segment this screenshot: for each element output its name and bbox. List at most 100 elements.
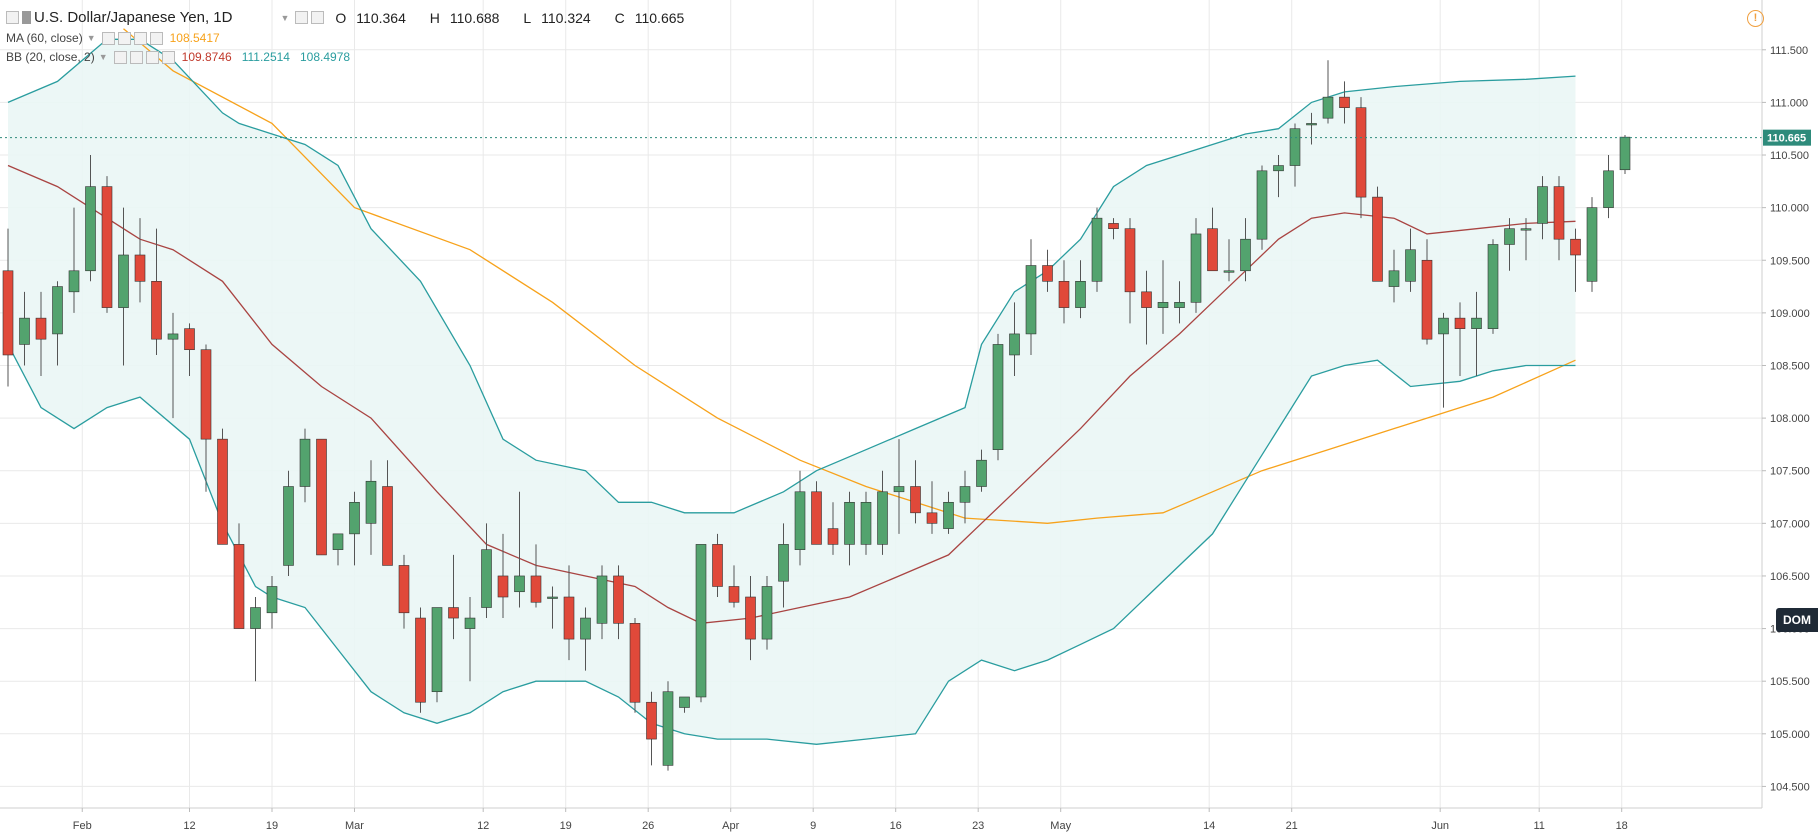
candle-body [200,349,212,440]
candle [349,491,360,566]
price-axis-label: 111.000 [1770,97,1808,109]
candle-body [827,528,839,545]
bb-upper-value: 111.2514 [241,50,290,64]
candle-body [431,607,443,693]
candle-body [266,586,278,614]
candle-body [1454,317,1466,329]
candle [68,207,80,313]
candle-body [1421,259,1433,340]
price-axis-label: 108.000 [1770,413,1810,425]
time-axis-label: 12 [183,820,195,832]
price-axis-label: 104.500 [1770,781,1810,793]
candle [1603,155,1614,219]
bb-basis-value: 109.8746 [181,50,232,64]
time-axis-label: 11 [1533,820,1544,832]
candle-body [976,459,987,487]
candle [299,428,311,503]
candle-body [580,617,591,640]
candle [1289,123,1301,187]
candle-body [349,501,360,535]
settings-icon[interactable] [129,50,143,64]
candle-body [778,544,789,582]
close-icon[interactable] [149,31,163,45]
candle [398,554,410,629]
candle-body [1256,170,1268,240]
candle [217,428,228,545]
candle-body [1141,291,1152,308]
candle-body [1273,165,1284,172]
candle [250,597,261,682]
candle-body [332,533,344,550]
candle [1256,165,1268,250]
candle-body [1108,223,1119,229]
candle [1619,135,1631,174]
last-price-badge-label: 110.665 [1767,133,1806,145]
candle [926,481,938,534]
candle-body [35,317,47,340]
candle [728,565,740,608]
candle [85,155,96,282]
chevron-down-icon[interactable]: ▼ [86,33,96,43]
candle-body [1339,96,1350,108]
candle-body [1289,128,1301,166]
candle-body [761,586,773,640]
settings-icon[interactable] [117,31,131,45]
candle-body [1537,186,1548,224]
candle-body [662,691,674,766]
add-icon[interactable] [145,50,159,64]
eye-icon[interactable] [295,11,309,24]
candle [1537,176,1548,240]
chevron-down-icon[interactable]: ▼ [98,52,108,62]
candle [1273,155,1284,198]
candle [35,291,47,377]
bb-label[interactable]: BB (20, close, 2) [6,50,95,64]
candle [1504,218,1515,271]
candle [266,575,278,629]
add-icon[interactable] [133,31,147,45]
candle-body [646,701,657,740]
candle [1058,260,1070,324]
candle-body [19,317,30,345]
candle-body [712,544,723,587]
candle [679,696,690,713]
candle [1025,239,1037,355]
dom-button[interactable]: DOM [1776,608,1818,632]
eye-icon[interactable] [113,50,127,64]
candle [448,554,459,640]
candle [1438,312,1449,408]
price-axis-label: 107.500 [1770,466,1810,478]
series-line-bb-upper [7,38,1576,514]
time-axis-label: 18 [1616,820,1628,832]
candle-body [1025,265,1037,335]
candle [596,565,608,640]
candle-body [481,549,492,608]
candle-body [1306,123,1317,126]
time-axis-label: Apr [722,820,739,832]
candle-body [398,565,410,614]
candle [2,228,14,387]
settings-icon[interactable] [311,11,325,24]
price-axis-label: 105.500 [1770,676,1810,688]
ma-label[interactable]: MA (60, close) [6,31,83,45]
candle [1240,218,1251,282]
time-axis-label: Mar [345,820,364,832]
candle-body [1372,196,1383,282]
candle [1405,228,1416,292]
candle-body [926,512,938,524]
candle [283,470,294,576]
candle-body [68,270,80,293]
candle [580,607,591,671]
candle [1009,302,1020,377]
candle-body [1471,317,1482,329]
eye-icon[interactable] [101,31,115,45]
collapse-legend-icon[interactable] [6,11,19,24]
price-axis-label: 105.000 [1770,729,1810,741]
close-icon[interactable] [161,50,175,64]
candle [1372,186,1383,282]
candle-body [530,575,542,603]
chevron-down-icon[interactable]: ▼ [280,12,290,23]
alert-icon[interactable]: ! [1747,10,1764,27]
symbol-title[interactable]: U.S. Dollar/Japanese Yen, 1D [34,9,233,26]
candle [431,607,443,703]
